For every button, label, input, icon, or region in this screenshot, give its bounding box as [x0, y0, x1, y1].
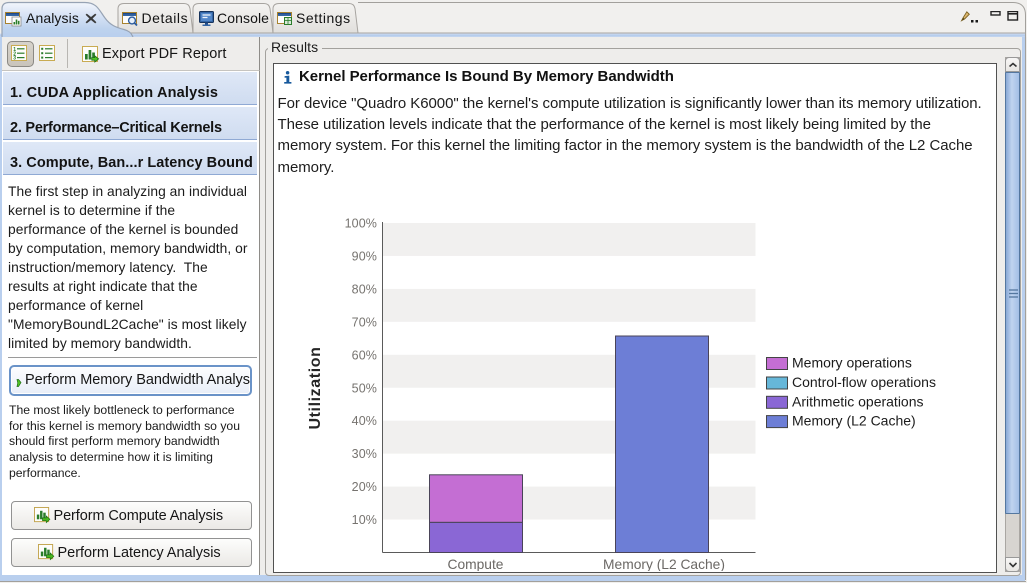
svg-text:80%: 80% — [352, 282, 377, 296]
svg-text:70%: 70% — [352, 315, 377, 329]
svg-text:90%: 90% — [352, 250, 377, 264]
svg-text:60%: 60% — [352, 348, 377, 362]
svg-text:Memory operations: Memory operations — [792, 355, 912, 371]
svg-text:Memory (L2 Cache): Memory (L2 Cache) — [792, 413, 916, 429]
svg-text:3: 3 — [13, 56, 16, 62]
svg-text:Utilization: Utilization — [307, 346, 324, 429]
svg-text:2: 2 — [13, 51, 16, 57]
svg-text:Compute: Compute — [448, 557, 504, 571]
svg-text:20%: 20% — [352, 480, 377, 494]
svg-text:40%: 40% — [352, 414, 377, 428]
svg-text:Arithmetic operations: Arithmetic operations — [792, 393, 924, 409]
svg-text:Control-flow operations: Control-flow operations — [792, 374, 936, 390]
svg-text:100%: 100% — [345, 217, 377, 231]
svg-text:1: 1 — [13, 47, 16, 53]
svg-text:50%: 50% — [352, 381, 377, 395]
svg-text:Memory (L2 Cache): Memory (L2 Cache) — [603, 557, 725, 571]
svg-text:10%: 10% — [352, 513, 377, 527]
svg-text:30%: 30% — [352, 447, 377, 461]
